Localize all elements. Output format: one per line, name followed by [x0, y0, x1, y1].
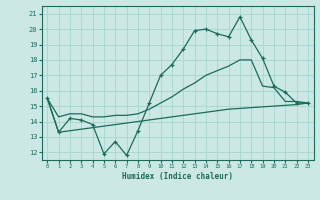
X-axis label: Humidex (Indice chaleur): Humidex (Indice chaleur): [122, 172, 233, 181]
